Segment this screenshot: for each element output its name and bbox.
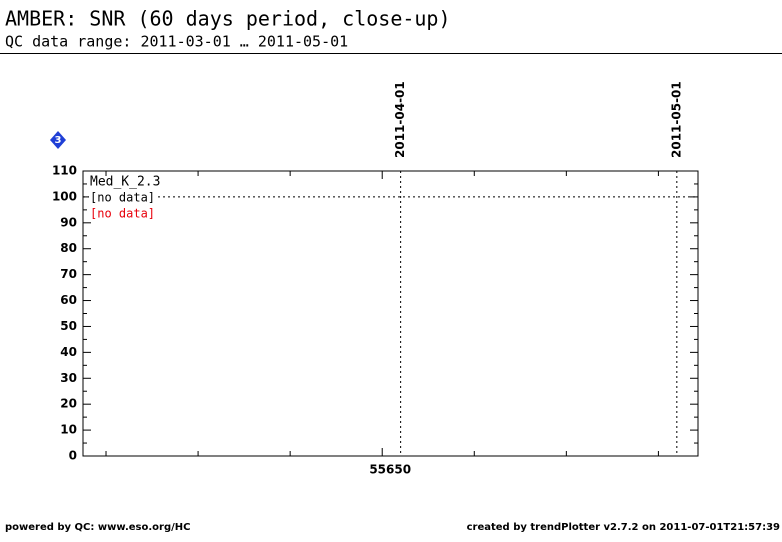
legend-title: Med_K_2.3 — [90, 175, 160, 190]
y-tick-label: 0 — [69, 449, 77, 463]
y-tick-label: 100 — [52, 189, 77, 203]
y-tick-label: 70 — [60, 267, 77, 281]
footer-left: powered by QC: www.eso.org/HC — [5, 522, 190, 533]
x-tick-label: 55650 — [369, 463, 411, 477]
legend-bg — [89, 191, 157, 205]
y-tick-label: 40 — [60, 345, 77, 359]
legend-entry: [no data] — [90, 207, 155, 221]
date-label: 2011-04-01 — [393, 81, 407, 158]
date-label: 2011-05-01 — [669, 81, 683, 158]
legend-bg — [89, 207, 157, 221]
y-tick-label: 90 — [60, 215, 77, 229]
badge-icon — [50, 131, 66, 149]
legend-entry: [no data] — [90, 191, 155, 205]
y-tick-label: 60 — [60, 293, 77, 307]
chart-subtitle: QC data range: 2011-03-01 … 2011-05-01 — [5, 33, 348, 51]
chart-title: AMBER: SNR (60 days period, close-up) — [5, 7, 451, 31]
y-tick-label: 110 — [52, 164, 77, 178]
y-tick-label: 30 — [60, 371, 77, 385]
y-tick-label: 80 — [60, 241, 77, 255]
footer-right: created by trendPlotter v2.7.2 on 2011-0… — [467, 522, 780, 533]
plot-frame — [82, 170, 699, 457]
badge-label: 3 — [55, 135, 62, 146]
y-tick-label: 10 — [60, 423, 77, 437]
y-tick-label: 50 — [60, 319, 77, 333]
y-tick-label: 20 — [60, 397, 77, 411]
